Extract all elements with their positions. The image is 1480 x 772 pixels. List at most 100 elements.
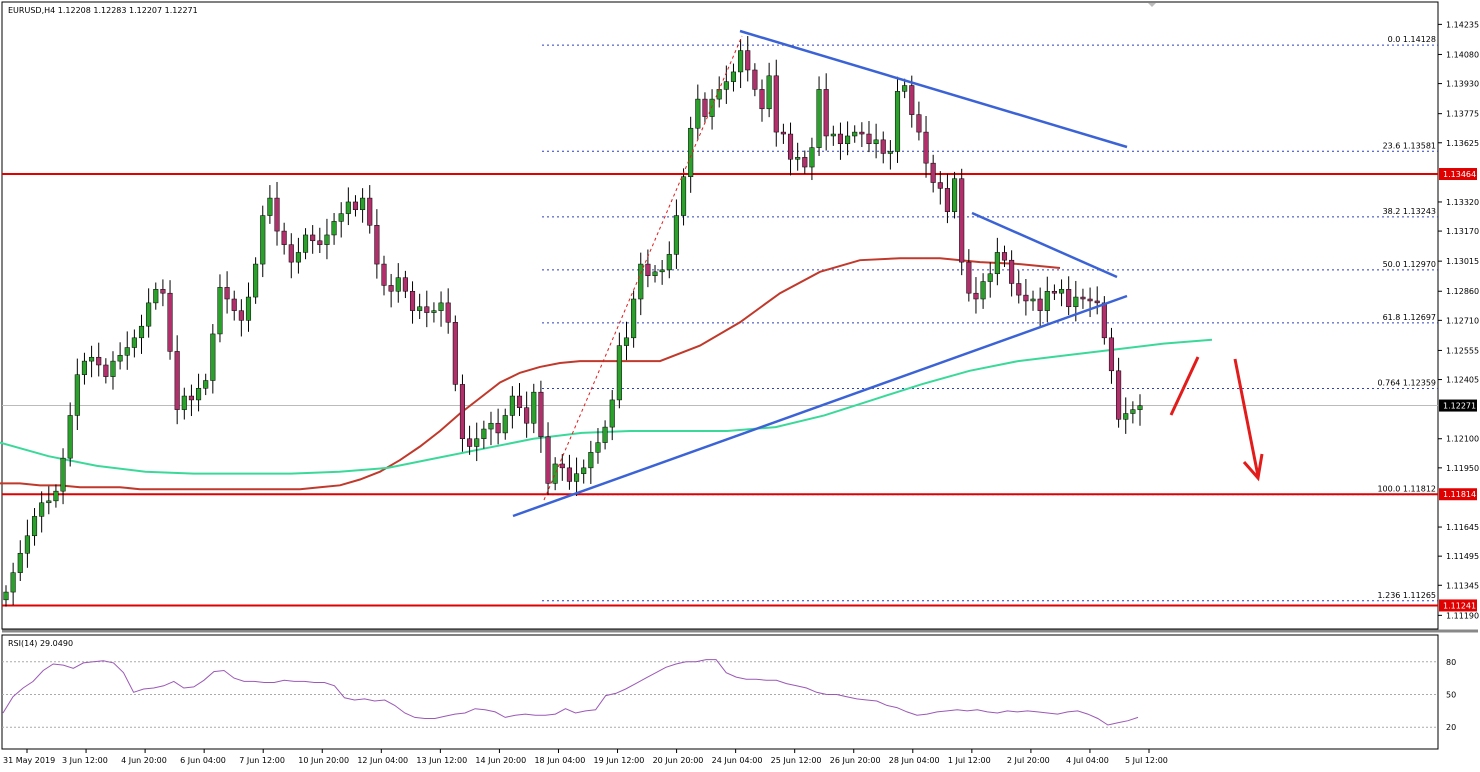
candle-body	[973, 292, 979, 300]
candle-body	[167, 292, 173, 352]
rsi-panel: 80 50 20	[2, 658, 1456, 732]
date-label: 7 Jun 12:00	[239, 756, 285, 765]
price-tick-label: 1.13015	[1446, 257, 1479, 266]
candle-body	[509, 395, 515, 416]
candle-body	[581, 467, 587, 474]
candle-body	[531, 391, 537, 424]
fib-label: 0.0 1.14128	[1388, 35, 1436, 44]
candle-body	[324, 234, 330, 245]
trend-lines	[512, 29, 1128, 518]
candle-body	[495, 422, 501, 434]
price-tick-label: 1.11645	[1446, 523, 1479, 532]
candle-body	[409, 290, 416, 311]
fib-label: 38.2 1.13243	[1383, 207, 1436, 216]
candle-body	[759, 89, 765, 110]
rsi-tick-label: 80	[1446, 658, 1456, 667]
candle-body	[524, 407, 530, 424]
candle-body	[81, 360, 88, 375]
candle-body	[31, 516, 38, 537]
candle-body	[723, 81, 729, 90]
candle-body	[310, 234, 316, 242]
price-tick-label: 1.12710	[1446, 316, 1479, 325]
date-label: 10 Jun 20:00	[298, 756, 349, 765]
candle-body	[538, 391, 544, 438]
candle-body	[809, 147, 815, 168]
fib-label: 1.236 1.11265	[1377, 591, 1436, 600]
price-level-label: 1.13464	[1443, 170, 1476, 179]
candle-body	[260, 215, 266, 265]
price-level-label: 1.11241	[1443, 601, 1476, 610]
candle-body	[566, 467, 572, 482]
candle-body	[196, 388, 202, 401]
fib-label: 100.0 1.11812	[1377, 485, 1436, 494]
candle-body	[417, 306, 423, 311]
down-arrow-icon	[1233, 358, 1264, 482]
candle-body	[866, 133, 872, 144]
candle-body	[1108, 337, 1115, 372]
candle-body	[559, 463, 565, 469]
current-price-box	[1439, 399, 1477, 412]
candles	[3, 36, 1143, 607]
candle-body	[295, 252, 301, 263]
short-trend-line	[971, 211, 1118, 279]
candle-body	[859, 131, 865, 135]
candle-body	[288, 244, 294, 263]
candle-body	[217, 287, 223, 335]
candle-body	[631, 298, 637, 339]
candle-body	[474, 438, 480, 447]
price-level-box	[1439, 599, 1477, 612]
candle-body	[103, 364, 109, 377]
chevron-down-icon	[1148, 3, 1156, 7]
date-label: 19 Jun 12:00	[594, 756, 645, 765]
candle-body	[887, 151, 893, 154]
candle-body	[666, 254, 672, 271]
candle-body	[980, 281, 986, 300]
date-label: 31 May 2019	[3, 756, 55, 765]
candle-body	[245, 296, 252, 321]
candle-body	[181, 395, 187, 410]
candle-body	[1080, 296, 1086, 300]
upper-trend-line	[739, 29, 1128, 149]
candle-body	[652, 271, 658, 276]
candle-body	[902, 85, 908, 92]
candle-body	[381, 263, 387, 286]
candle-body	[338, 213, 344, 222]
candle-body	[1123, 413, 1129, 420]
date-label: 13 Jun 12:00	[416, 756, 467, 765]
fib-label: 23.6 1.13581	[1383, 141, 1436, 150]
candle-body	[281, 230, 287, 245]
date-label: 18 Jun 04:00	[534, 756, 585, 765]
candle-body	[74, 374, 80, 416]
symbol-info: EURUSD,H4 1.12208 1.12283 1.12207 1.1227…	[8, 6, 198, 15]
candle-body	[431, 310, 437, 313]
candle-body	[930, 162, 936, 183]
candle-body	[787, 133, 794, 160]
candle-body	[452, 322, 458, 385]
candle-body	[302, 234, 309, 253]
fib-label: 61.8 1.12697	[1383, 313, 1436, 322]
date-label: 5 Jul 12:00	[1125, 756, 1168, 765]
candle-body	[360, 197, 366, 210]
price-tick-label: 1.11190	[1446, 611, 1479, 620]
price-tick-label: 1.13625	[1446, 139, 1479, 148]
price-tick-label: 1.12405	[1446, 376, 1479, 385]
candle-body	[345, 201, 351, 214]
date-label: 26 Jun 20:00	[830, 756, 881, 765]
candle-body	[424, 306, 430, 313]
candle-body	[395, 277, 401, 292]
candle-body	[131, 337, 137, 348]
price-level-box	[1439, 168, 1477, 181]
candle-body	[837, 133, 844, 144]
candle-body	[673, 215, 679, 255]
candle-body	[623, 337, 630, 346]
candle-body	[17, 552, 23, 573]
candle-body	[1094, 300, 1100, 304]
candle-body	[1001, 252, 1008, 261]
candle-body	[823, 89, 829, 137]
candle-body	[46, 500, 52, 504]
candle-body	[317, 240, 323, 245]
fib-swing-line	[543, 35, 743, 501]
price-tick-label: 1.11345	[1446, 581, 1479, 590]
candle-body	[188, 395, 194, 401]
price-tick-label: 1.12100	[1446, 435, 1479, 444]
